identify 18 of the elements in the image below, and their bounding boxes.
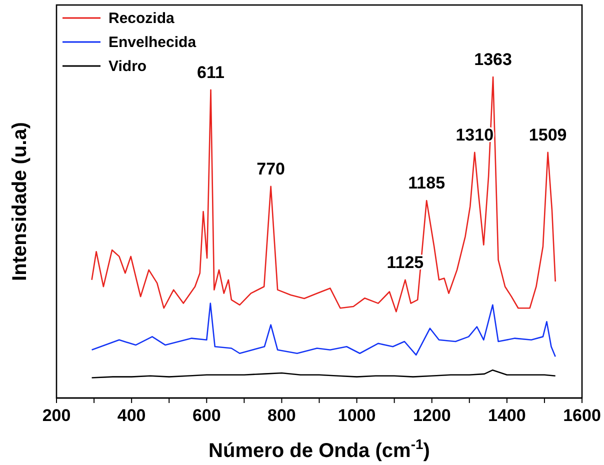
x-tick-label: 600 [192, 406, 221, 426]
x-axis-title: Número de Onda (cm$^{-1}$) [208, 436, 430, 462]
annotation: 1363 [474, 50, 512, 69]
annotation: 611 [197, 62, 224, 82]
annotation: 1509 [528, 125, 567, 144]
legend-label: Recozida [108, 10, 176, 27]
legend-label: Envelhecida [108, 34, 197, 51]
legend-label: Vidro [108, 58, 147, 75]
annotation: 770 [256, 159, 286, 178]
y-axis-title: Intensidade (u.a) [9, 122, 31, 281]
x-tick-label: 1000 [338, 406, 376, 426]
x-tick-label: 200 [42, 406, 71, 426]
x-tick-label: 800 [268, 406, 296, 426]
annotation: 1185 [408, 174, 446, 193]
x-tick-label: 1200 [412, 406, 451, 426]
x-tick-label: 1400 [488, 406, 526, 426]
x-tick-label: 400 [117, 406, 146, 426]
x-tick-label: 1600 [563, 406, 601, 426]
